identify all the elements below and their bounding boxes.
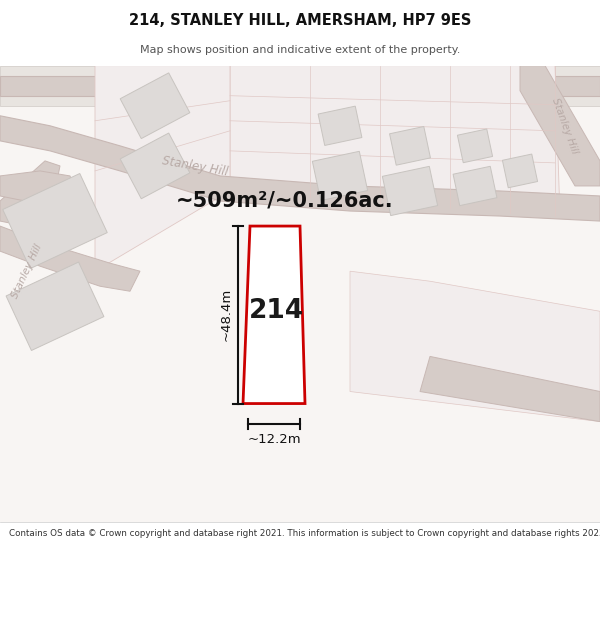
- Text: 214: 214: [248, 298, 304, 324]
- Text: Stanley Hill: Stanley Hill: [161, 154, 229, 178]
- Polygon shape: [0, 76, 600, 96]
- Polygon shape: [420, 356, 600, 422]
- Bar: [120, 73, 190, 139]
- Polygon shape: [243, 226, 305, 404]
- Polygon shape: [0, 161, 60, 226]
- Polygon shape: [350, 271, 600, 422]
- Bar: [3, 174, 107, 269]
- Polygon shape: [0, 116, 600, 221]
- Polygon shape: [95, 66, 230, 271]
- Bar: [6, 262, 104, 351]
- Text: 214, STANLEY HILL, AMERSHAM, HP7 9ES: 214, STANLEY HILL, AMERSHAM, HP7 9ES: [129, 13, 471, 28]
- Text: ~12.2m: ~12.2m: [247, 433, 301, 446]
- Polygon shape: [0, 66, 600, 106]
- Bar: [382, 166, 437, 216]
- Bar: [318, 106, 362, 146]
- Polygon shape: [520, 66, 600, 186]
- Polygon shape: [230, 66, 560, 216]
- Text: Stanley Hill: Stanley Hill: [550, 96, 580, 155]
- Text: ~509m²/~0.126ac.: ~509m²/~0.126ac.: [176, 191, 394, 211]
- Bar: [502, 154, 538, 188]
- Text: Stanley Hill: Stanley Hill: [10, 242, 44, 300]
- Bar: [453, 166, 497, 206]
- Bar: [120, 133, 190, 199]
- Text: ~48.4m: ~48.4m: [220, 288, 233, 341]
- Bar: [457, 129, 493, 162]
- Text: Contains OS data © Crown copyright and database right 2021. This information is : Contains OS data © Crown copyright and d…: [9, 529, 600, 538]
- Polygon shape: [0, 226, 140, 291]
- Text: Map shows position and indicative extent of the property.: Map shows position and indicative extent…: [140, 44, 460, 54]
- Polygon shape: [0, 171, 80, 206]
- Bar: [313, 151, 368, 201]
- Bar: [389, 126, 430, 165]
